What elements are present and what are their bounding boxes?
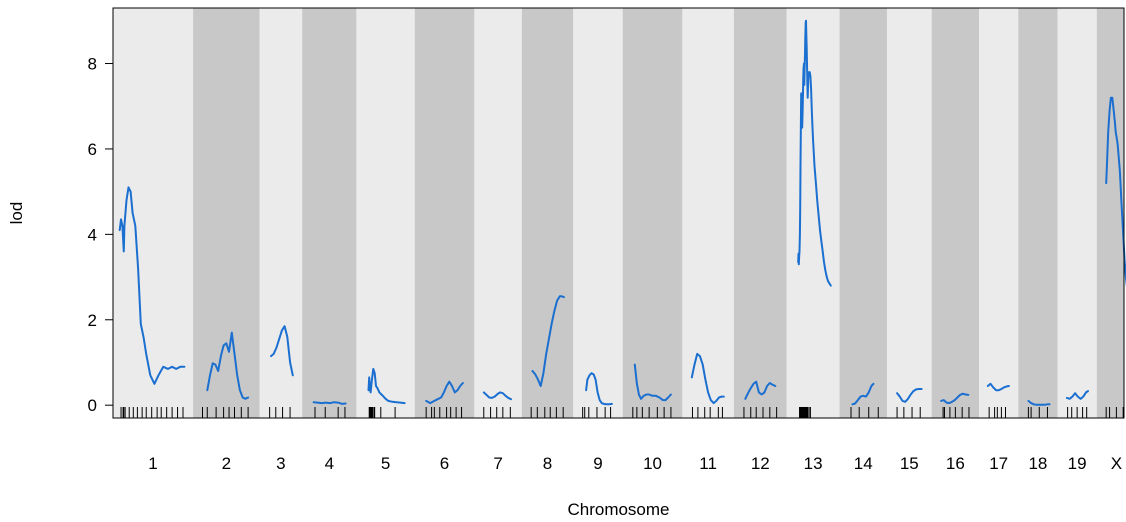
x-tick-label-4: 4 — [325, 454, 334, 473]
band-chr-12 — [733, 8, 787, 418]
x-axis-title: Chromosome — [567, 500, 669, 519]
lod-series-chr-2 — [206, 331, 250, 400]
x-tick-label-18: 18 — [1028, 454, 1047, 473]
lod-series-chr-17 — [986, 382, 1010, 392]
band-chr-5 — [356, 8, 415, 418]
lod-series-chr-4 — [312, 401, 347, 405]
band-chr-15 — [886, 8, 932, 418]
band-chr-2 — [193, 8, 260, 418]
band-chr-13 — [786, 8, 840, 418]
x-tick-label-14: 14 — [854, 454, 873, 473]
x-tick-label-15: 15 — [900, 454, 919, 473]
lod-series-chr-3 — [270, 325, 294, 377]
y-tick-label-8: 8 — [88, 55, 97, 74]
lod-series-chr-12 — [744, 380, 777, 400]
chromosome-bands — [113, 8, 1124, 418]
lod-series-chr-8 — [531, 295, 565, 387]
x-tick-label-9: 9 — [593, 454, 602, 473]
x-tick-label-17: 17 — [989, 454, 1008, 473]
band-chr-6 — [414, 8, 475, 418]
band-chr-16 — [931, 8, 980, 418]
lod-series-chr-9 — [585, 372, 613, 406]
marker-rug — [120, 407, 1124, 418]
x-tick-label-12: 12 — [751, 454, 770, 473]
lod-series-chr-1 — [118, 186, 186, 385]
lod-series-chr-5 — [367, 367, 406, 405]
band-chr-14 — [839, 8, 887, 418]
lod-series-chr-7 — [482, 391, 512, 401]
lod-series-chr-10 — [633, 363, 672, 402]
y-tick-label-6: 6 — [88, 140, 97, 159]
y-tick-label-4: 4 — [88, 225, 97, 244]
x-tick-label-7: 7 — [493, 454, 502, 473]
x-tick-label-10: 10 — [643, 454, 662, 473]
x-tick-label-19: 19 — [1068, 454, 1087, 473]
band-chr-11 — [682, 8, 734, 418]
band-chr-10 — [622, 8, 683, 418]
lod-series-chr-19 — [1065, 390, 1089, 400]
lod-series-chr-15 — [896, 388, 923, 403]
band-chr-18 — [1018, 8, 1058, 418]
lod-series-chr-11 — [690, 352, 725, 405]
lod-series-chr-16 — [940, 392, 970, 405]
y-tick-label-0: 0 — [88, 396, 97, 415]
y-axis-title: lod — [7, 202, 26, 225]
band-chr-3 — [259, 8, 303, 418]
x-tick-label-16: 16 — [946, 454, 965, 473]
x-tick-label-2: 2 — [222, 454, 231, 473]
lod-series-chr-13 — [797, 19, 832, 287]
band-chr-7 — [474, 8, 522, 418]
band-chr-17 — [979, 8, 1019, 418]
band-chr-9 — [573, 8, 623, 418]
lod-series-chr-14 — [851, 382, 875, 406]
y-axis: 0 2 4 6 8 — [88, 55, 113, 415]
x-tick-label-11: 11 — [699, 454, 717, 473]
lod-series-chr-18 — [1027, 399, 1051, 406]
y-tick-label-2: 2 — [88, 311, 97, 330]
band-chr-4 — [302, 8, 357, 418]
x-tick-label-8: 8 — [543, 454, 552, 473]
x-tick-label-5: 5 — [381, 454, 390, 473]
plot-frame — [112, 7, 1125, 419]
x-tick-label-X: X — [1111, 454, 1122, 473]
band-chr-8 — [521, 8, 574, 418]
x-tick-label-1: 1 — [148, 454, 157, 473]
x-axis-labels: 1 2 3 4 5 6 7 8 9 10 11 12 13 14 15 16 17 18 19 X — [148, 454, 1122, 473]
x-tick-label-13: 13 — [804, 454, 823, 473]
x-tick-label-6: 6 — [440, 454, 449, 473]
band-chr-19 — [1057, 8, 1097, 418]
lod-series-chr-6 — [425, 380, 464, 405]
x-tick-label-3: 3 — [276, 454, 285, 473]
band-chr-X — [1096, 8, 1124, 418]
